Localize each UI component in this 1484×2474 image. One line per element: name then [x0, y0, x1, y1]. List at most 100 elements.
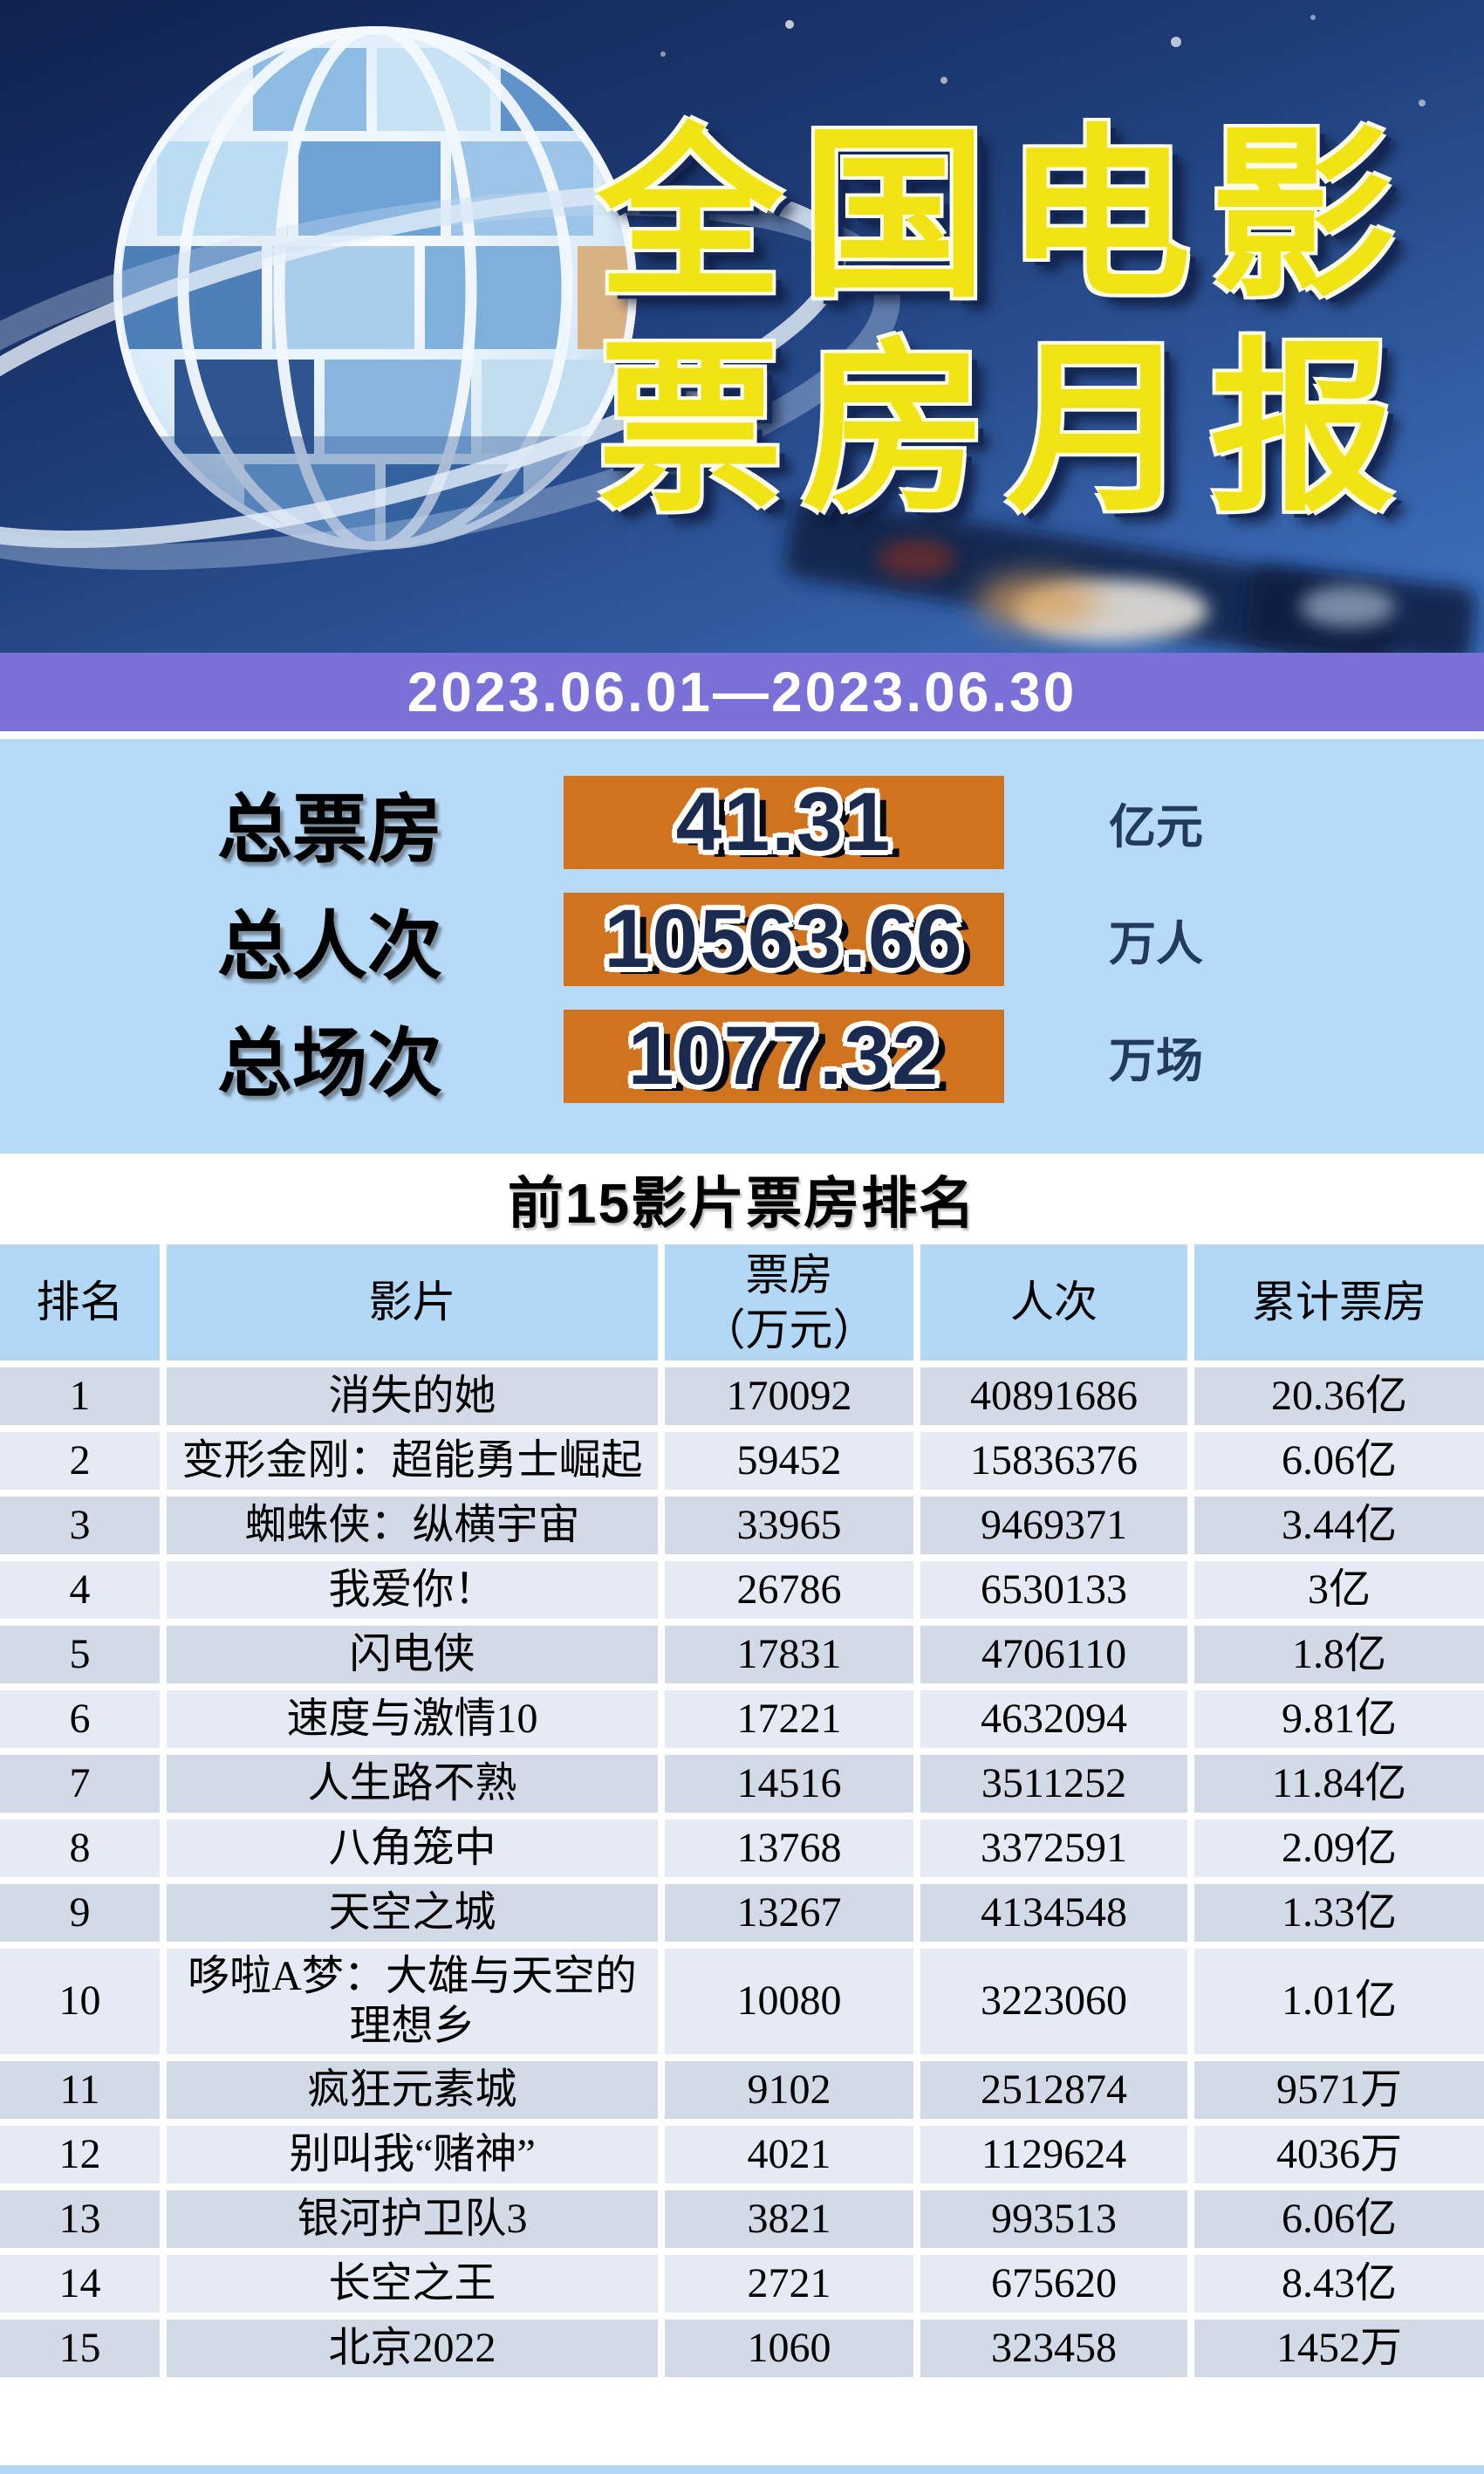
cumulative-cell: 2.09亿 [1194, 1820, 1484, 1877]
rank-cell: 15 [0, 2320, 160, 2378]
film-strip-decoration [784, 496, 1477, 653]
boxoffice-cell: 2721 [665, 2255, 913, 2313]
rank-cell: 3 [0, 1497, 160, 1554]
cumulative-cell: 9.81亿 [1194, 1690, 1484, 1748]
boxoffice-cell: 17221 [665, 1690, 913, 1748]
boxoffice-cell: 59452 [665, 1432, 913, 1490]
ranking-table: 排名 影片 票房 （万元） 人次 累计票房 1 消失的她 170092 4089… [0, 1244, 1484, 2378]
admissions-cell: 4632094 [920, 1690, 1187, 1748]
admissions-cell: 675620 [920, 2255, 1187, 2313]
boxoffice-cell: 3821 [665, 2190, 913, 2249]
cumulative-cell: 1.01亿 [1194, 1949, 1484, 2055]
admissions-cell: 323458 [920, 2320, 1187, 2378]
admissions-cell: 1129624 [920, 2126, 1187, 2184]
movie-title-cell: 闪电侠 [167, 1626, 658, 1683]
boxoffice-cell: 26786 [665, 1561, 913, 1619]
boxoffice-cell: 10080 [665, 1949, 913, 2055]
movie-title-cell: 银河护卫队3 [167, 2190, 658, 2249]
admissions-cell: 993513 [920, 2190, 1187, 2249]
column-header-movie: 影片 [167, 1244, 658, 1360]
column-header-cumulative: 累计票房 [1194, 1244, 1484, 1360]
rank-cell: 2 [0, 1432, 160, 1490]
boxoffice-cell: 9102 [665, 2061, 913, 2120]
rank-cell: 10 [0, 1949, 160, 2055]
banner: 全国电影 票房月报 [0, 0, 1484, 653]
banner-artwork [0, 0, 1484, 653]
cumulative-cell: 6.06亿 [1194, 2190, 1484, 2249]
admissions-cell: 6530133 [920, 1561, 1187, 1619]
rank-cell: 4 [0, 1561, 160, 1619]
movie-title-cell: 速度与激情10 [167, 1690, 658, 1748]
table-title: 前15影片票房排名 [507, 1172, 977, 1235]
cumulative-cell: 8.43亿 [1194, 2255, 1484, 2313]
admissions-cell: 40891686 [920, 1367, 1187, 1425]
boxoffice-cell: 13267 [665, 1884, 913, 1942]
movie-title-cell: 哆啦A梦：大雄与天空的理想乡 [167, 1949, 658, 2055]
admissions-cell: 3511252 [920, 1755, 1187, 1813]
column-header-boxoffice: 票房 （万元） [665, 1244, 913, 1360]
column-header-admissions: 人次 [920, 1244, 1187, 1360]
stat-label: 总人次 [217, 905, 442, 989]
total-screenings-row: 总场次 1077.32 万场 [0, 1002, 1484, 1106]
orbit-rings [0, 184, 900, 571]
boxoffice-cell: 33965 [665, 1497, 913, 1554]
table-title-section: 前15影片票房排名 [0, 1154, 1484, 1244]
stat-label: 总票房 [217, 788, 442, 872]
rank-cell: 9 [0, 1884, 160, 1942]
cumulative-cell: 1452万 [1194, 2320, 1484, 2378]
stat-value: 10563.66 [604, 893, 964, 985]
date-range-bar: 2023.06.01—2023.06.30 [0, 653, 1484, 731]
rank-cell: 7 [0, 1755, 160, 1813]
summary-stats: 总票房 41.31 亿元 总人次 10563.66 万人 总场次 1077.32… [0, 739, 1484, 1154]
rank-cell: 14 [0, 2255, 160, 2313]
admissions-cell: 9469371 [920, 1497, 1187, 1554]
rank-cell: 11 [0, 2061, 160, 2120]
stat-value-box: 10563.66 [564, 893, 1004, 986]
movie-title-cell: 我爱你！ [167, 1561, 658, 1619]
cumulative-cell: 9571万 [1194, 2061, 1484, 2120]
star-sparkles [660, 15, 1426, 106]
banner-title: 全国电影 票房月报 [0, 0, 1484, 653]
boxoffice-cell: 170092 [665, 1367, 913, 1425]
column-header-rank: 排名 [0, 1244, 160, 1360]
movie-title-cell: 北京2022 [167, 2320, 658, 2378]
banner-title-line2: 票房月报 [598, 326, 1414, 532]
stat-value-box: 1077.32 [564, 1010, 1004, 1103]
admissions-cell: 3372591 [920, 1820, 1187, 1877]
total-admissions-row: 总人次 10563.66 万人 [0, 885, 1484, 989]
boxoffice-cell: 17831 [665, 1626, 913, 1683]
boxoffice-cell: 14516 [665, 1755, 913, 1813]
cumulative-cell: 3亿 [1194, 1561, 1484, 1619]
boxoffice-cell: 1060 [665, 2320, 913, 2378]
cumulative-cell: 1.33亿 [1194, 1884, 1484, 1942]
cumulative-cell: 20.36亿 [1194, 1367, 1484, 1425]
admissions-cell: 3223060 [920, 1949, 1187, 2055]
cumulative-cell: 1.8亿 [1194, 1626, 1484, 1683]
movie-title-cell: 长空之王 [167, 2255, 658, 2313]
stat-value: 41.31 [675, 776, 892, 868]
admissions-cell: 2512874 [920, 2061, 1187, 2120]
total-box-office-row: 总票房 41.31 亿元 [0, 768, 1484, 872]
rank-cell: 5 [0, 1626, 160, 1683]
cumulative-cell: 6.06亿 [1194, 1432, 1484, 1490]
admissions-cell: 4706110 [920, 1626, 1187, 1683]
movie-title-cell: 天空之城 [167, 1884, 658, 1942]
banner-title-line1: 全国电影 [598, 112, 1414, 319]
cumulative-cell: 4036万 [1194, 2126, 1484, 2184]
rank-cell: 12 [0, 2126, 160, 2184]
cumulative-cell: 11.84亿 [1194, 1755, 1484, 1813]
rank-cell: 6 [0, 1690, 160, 1748]
stat-label: 总场次 [217, 1022, 442, 1106]
stat-value: 1077.32 [627, 1010, 940, 1102]
rank-cell: 1 [0, 1367, 160, 1425]
stat-unit: 万人 [1109, 918, 1203, 970]
movie-title-cell: 消失的她 [167, 1367, 658, 1425]
movie-title-cell: 别叫我“赌神” [167, 2126, 658, 2184]
boxoffice-cell: 4021 [665, 2126, 913, 2184]
admissions-cell: 15836376 [920, 1432, 1187, 1490]
admissions-cell: 4134548 [920, 1884, 1187, 1942]
movie-title-cell: 人生路不熟 [167, 1755, 658, 1813]
date-range-text: 2023.06.01—2023.06.30 [407, 661, 1077, 723]
divider [0, 731, 1484, 739]
